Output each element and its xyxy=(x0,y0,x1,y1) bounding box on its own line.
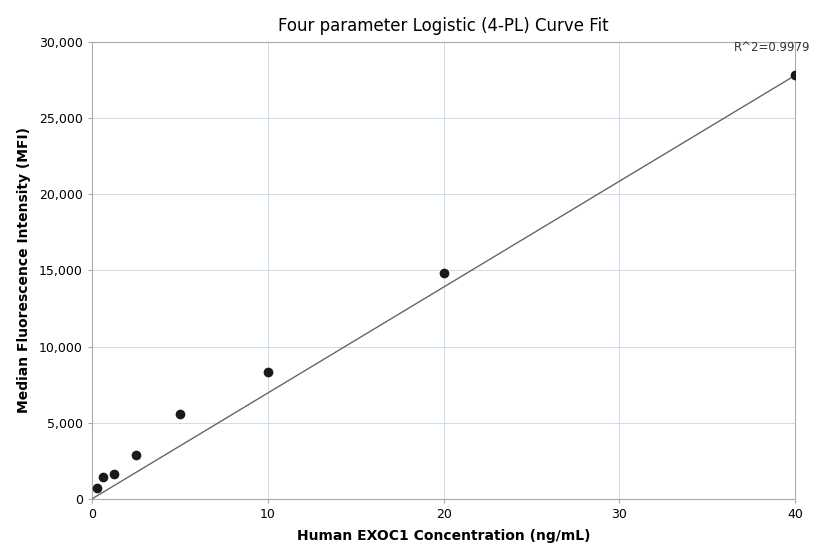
Y-axis label: Median Fluorescence Intensity (MFI): Median Fluorescence Intensity (MFI) xyxy=(17,127,31,413)
Point xyxy=(789,71,802,80)
Title: Four parameter Logistic (4-PL) Curve Fit: Four parameter Logistic (4-PL) Curve Fit xyxy=(278,17,609,35)
Point xyxy=(129,450,142,459)
Point xyxy=(437,269,450,278)
Point xyxy=(261,368,275,377)
Point xyxy=(91,484,104,493)
Point xyxy=(97,473,110,482)
Point xyxy=(107,469,121,478)
Text: R^2=0.9979: R^2=0.9979 xyxy=(734,41,810,54)
X-axis label: Human EXOC1 Concentration (ng/mL): Human EXOC1 Concentration (ng/mL) xyxy=(297,529,591,543)
Point xyxy=(173,409,186,418)
